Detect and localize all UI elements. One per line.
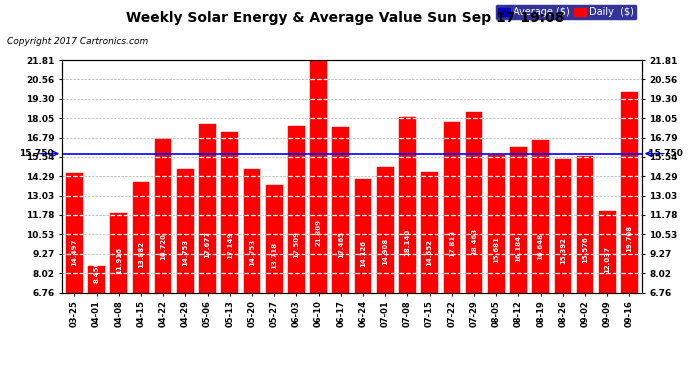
- Bar: [310, 60, 327, 292]
- Text: 17.677: 17.677: [204, 231, 210, 258]
- Bar: [510, 147, 526, 292]
- Bar: [377, 166, 393, 292]
- Bar: [444, 122, 460, 292]
- Bar: [155, 139, 172, 292]
- Bar: [599, 211, 615, 292]
- Bar: [577, 156, 593, 292]
- Bar: [333, 127, 349, 292]
- Bar: [532, 140, 549, 292]
- Text: 17.149: 17.149: [227, 232, 233, 259]
- Bar: [66, 173, 83, 292]
- Bar: [466, 112, 482, 292]
- Text: 15.576: 15.576: [582, 237, 588, 263]
- Text: 16.184: 16.184: [515, 234, 522, 262]
- Bar: [221, 132, 238, 292]
- Bar: [199, 124, 216, 292]
- Bar: [88, 266, 105, 292]
- Bar: [355, 179, 371, 292]
- Bar: [132, 183, 149, 292]
- Text: 13.718: 13.718: [271, 242, 277, 268]
- Text: 17.813: 17.813: [448, 230, 455, 257]
- Bar: [422, 172, 438, 292]
- Text: 16.720: 16.720: [160, 233, 166, 260]
- Text: 16.648: 16.648: [538, 233, 544, 260]
- Text: 14.908: 14.908: [382, 238, 388, 265]
- Text: 17.509: 17.509: [293, 231, 299, 258]
- Text: Copyright 2017 Cartronics.com: Copyright 2017 Cartronics.com: [7, 38, 148, 46]
- Text: 8.456: 8.456: [94, 261, 99, 283]
- Bar: [621, 93, 638, 292]
- Text: 19.708: 19.708: [627, 225, 633, 252]
- Text: 14.753: 14.753: [249, 238, 255, 266]
- Bar: [244, 169, 260, 292]
- Text: 14.552: 14.552: [426, 239, 433, 266]
- Text: 17.465: 17.465: [338, 231, 344, 258]
- Text: 14.753: 14.753: [182, 238, 188, 266]
- Text: 18.140: 18.140: [404, 229, 411, 256]
- Bar: [288, 126, 305, 292]
- Legend: Average ($), Daily  ($): Average ($), Daily ($): [495, 4, 637, 20]
- Text: 15.681: 15.681: [493, 236, 500, 263]
- Text: 14.497: 14.497: [71, 239, 77, 266]
- Text: 21.809: 21.809: [315, 219, 322, 246]
- Text: 15.750: 15.750: [642, 149, 682, 158]
- Text: Weekly Solar Energy & Average Value Sun Sep 17 19:08: Weekly Solar Energy & Average Value Sun …: [126, 11, 564, 25]
- Text: 13.882: 13.882: [138, 241, 144, 268]
- Bar: [399, 117, 416, 292]
- Text: 15.392: 15.392: [560, 237, 566, 264]
- Text: 12.037: 12.037: [604, 246, 610, 273]
- Text: 18.463: 18.463: [471, 228, 477, 255]
- Bar: [555, 159, 571, 292]
- Text: 11.916: 11.916: [116, 246, 121, 273]
- Bar: [110, 213, 127, 292]
- Text: 14.126: 14.126: [360, 240, 366, 267]
- Bar: [488, 154, 504, 292]
- Text: 15.750: 15.750: [19, 149, 53, 158]
- Bar: [177, 169, 194, 292]
- Bar: [266, 185, 282, 292]
